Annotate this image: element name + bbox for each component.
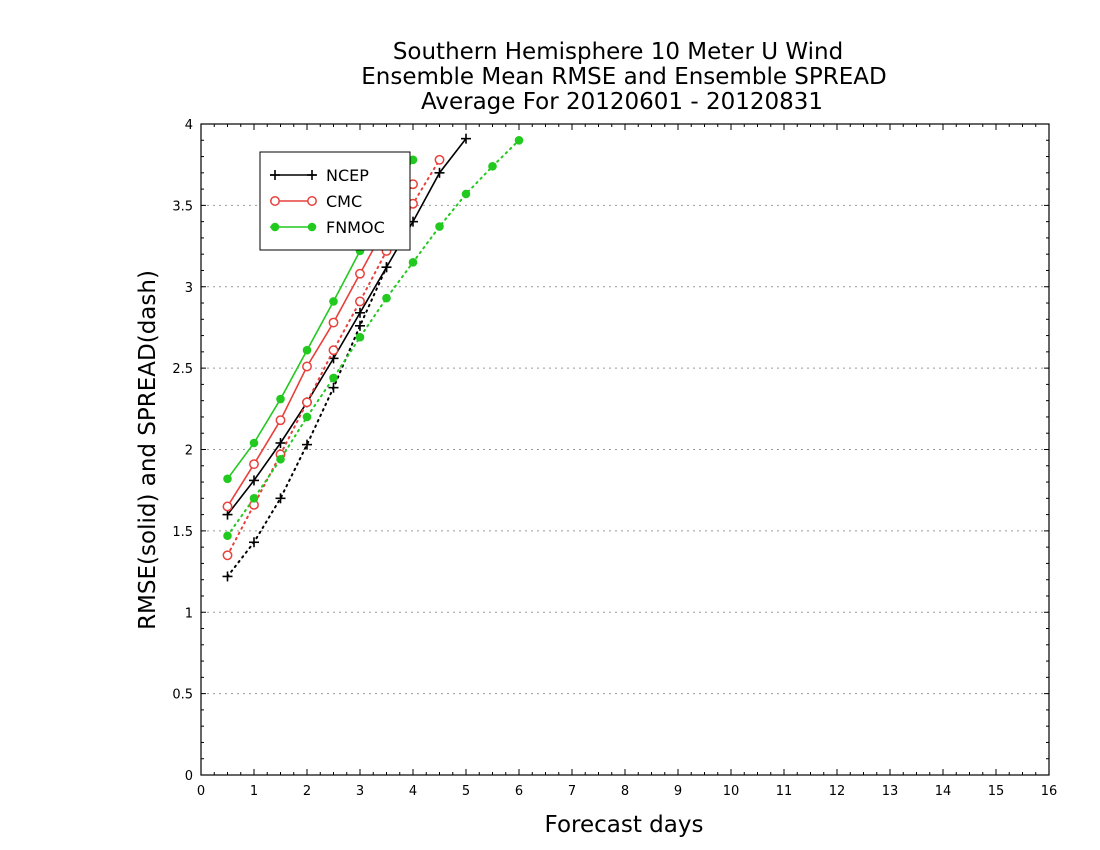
y-axis: 0 0.5 1 1.5 2 2.5 3 3.5 4 xyxy=(172,118,1049,784)
data-point xyxy=(328,317,339,328)
data-point xyxy=(249,438,259,448)
legend-item-fnmoc: FNMOC xyxy=(270,218,385,237)
legend-marker xyxy=(270,222,280,232)
legend-marker xyxy=(307,196,317,206)
y-tick-label: 1 xyxy=(185,606,193,621)
data-point xyxy=(276,454,285,464)
y-tick-label: 4 xyxy=(185,118,193,133)
data-point xyxy=(435,222,444,231)
legend-marker xyxy=(307,222,317,232)
x-tick-label: 11 xyxy=(776,784,793,799)
x-tick-label: 12 xyxy=(829,784,846,799)
grid-lines xyxy=(201,204,1049,695)
data-point xyxy=(355,320,365,331)
y-tick-label: 0 xyxy=(185,769,193,784)
data-point xyxy=(302,439,312,450)
x-axis: 0 1 2 3 4 5 6 7 8 9 10 11 12 13 14 15 16 xyxy=(197,124,1057,799)
series-ncep-spread xyxy=(222,262,392,582)
series-line xyxy=(226,266,388,578)
legend-label: CMC xyxy=(326,192,362,211)
data-point xyxy=(355,307,365,318)
data-point xyxy=(275,493,286,504)
data-point xyxy=(382,293,391,303)
x-tick-label: 8 xyxy=(621,784,629,799)
data-point xyxy=(223,531,232,541)
legend-marker xyxy=(270,170,280,180)
legend-item-cmc: CMC xyxy=(270,192,362,211)
y-tick-label: 2.5 xyxy=(172,362,193,377)
legend-label: FNMOC xyxy=(326,218,385,237)
x-tick-label: 10 xyxy=(723,784,740,799)
y-tick-label: 0.5 xyxy=(172,688,193,703)
data-point xyxy=(249,475,259,486)
x-tick-label: 3 xyxy=(356,784,364,799)
x-tick-label: 6 xyxy=(515,784,523,799)
data-point xyxy=(328,345,339,356)
chart-title-line-3: Average For 20120601 - 20120831 xyxy=(421,89,823,115)
x-axis-title: Forecast days xyxy=(545,812,704,838)
data-point xyxy=(275,437,286,448)
data-point xyxy=(249,459,259,470)
y-tick-label: 2 xyxy=(185,444,193,459)
y-axis-title: RMSE(solid) and SPREAD(dash) xyxy=(135,270,161,630)
data-point xyxy=(275,415,286,426)
legend-label: NCEP xyxy=(326,166,369,185)
x-tick-label: 5 xyxy=(462,784,470,799)
series-line xyxy=(226,138,467,516)
chart-title-line-2: Ensemble Mean RMSE and Ensemble SPREAD xyxy=(361,64,886,90)
data-point xyxy=(381,262,392,273)
legend-item-ncep: NCEP xyxy=(270,166,369,185)
series-fnmoc-spread xyxy=(223,135,524,541)
data-point xyxy=(434,154,445,165)
x-tick-label: 9 xyxy=(674,784,682,799)
data-point xyxy=(461,133,471,144)
x-tick-label: 1 xyxy=(250,784,258,799)
data-point xyxy=(302,361,312,372)
data-point xyxy=(249,494,259,503)
data-point xyxy=(276,394,285,404)
x-tick-label: 2 xyxy=(303,784,311,799)
data-point xyxy=(355,332,365,342)
data-point xyxy=(355,296,365,307)
x-tick-label: 14 xyxy=(935,784,952,799)
x-tick-label: 7 xyxy=(568,784,576,799)
data-point xyxy=(329,373,338,383)
data-point xyxy=(461,189,471,199)
data-point xyxy=(302,412,312,422)
data-point xyxy=(408,258,418,267)
x-tick-label: 16 xyxy=(1041,784,1058,799)
data-point xyxy=(222,501,233,512)
data-point xyxy=(328,382,339,393)
data-point xyxy=(222,571,233,582)
y-tick-label: 1.5 xyxy=(172,525,193,540)
x-tick-label: 15 xyxy=(988,784,1005,799)
data-point xyxy=(302,345,312,355)
data-point xyxy=(488,162,497,171)
x-tick-label: 0 xyxy=(197,784,205,799)
data-point xyxy=(408,155,418,165)
x-tick-label: 13 xyxy=(882,784,899,799)
chart-title-line-1: Southern Hemisphere 10 Meter U Wind xyxy=(393,39,843,65)
data-point xyxy=(355,268,365,279)
series-line xyxy=(226,139,520,537)
data-point xyxy=(249,537,259,548)
data-point xyxy=(302,397,312,408)
legend-marker xyxy=(270,196,280,206)
y-tick-label: 3 xyxy=(185,281,193,296)
legend: NCEP CMC FNMOC xyxy=(259,151,411,251)
data-point xyxy=(434,167,445,178)
y-tick-label: 3.5 xyxy=(172,199,193,214)
data-point xyxy=(223,474,232,484)
data-point xyxy=(514,135,524,145)
x-tick-label: 4 xyxy=(409,784,417,799)
legend-marker xyxy=(307,170,317,180)
data-point xyxy=(329,297,338,306)
data-point xyxy=(222,550,233,561)
